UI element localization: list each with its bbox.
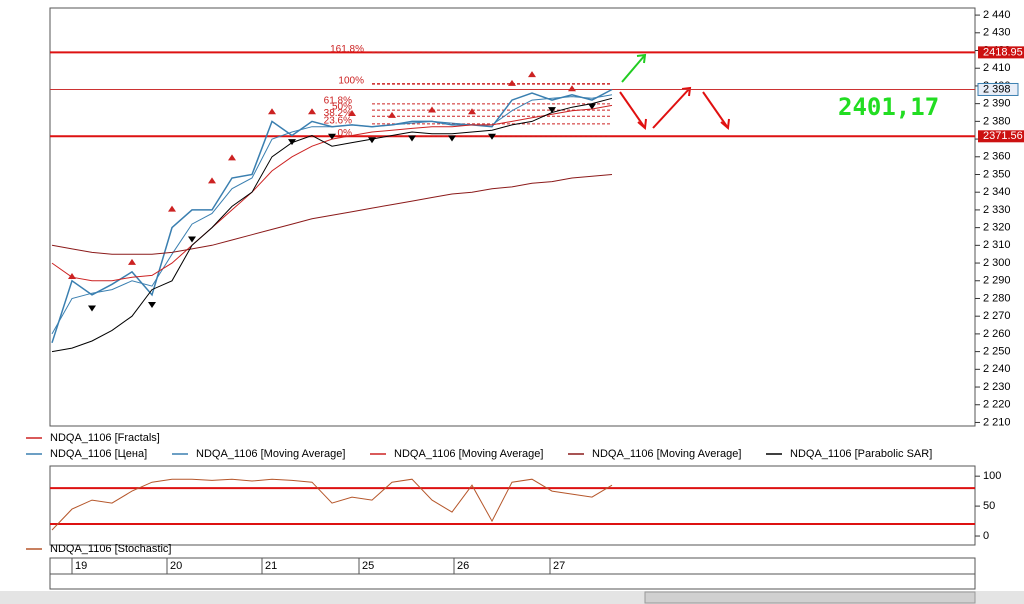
main-panel (49, 7, 976, 427)
legend-label: NDQA_1106 [Parabolic SAR] (790, 448, 932, 460)
y-tick-label: 2 350 (983, 168, 1011, 180)
fractal (588, 103, 596, 110)
y-tick-label: 2 240 (983, 363, 1011, 375)
fractal (168, 205, 176, 212)
fractal (348, 110, 356, 117)
y-tick-label: 2 390 (983, 98, 1011, 110)
level-box (978, 130, 1024, 143)
fractal (448, 135, 456, 142)
fractal (188, 236, 196, 243)
x-tick-label: 27 (553, 560, 565, 572)
fractal (508, 79, 516, 86)
series-line (51, 94, 613, 335)
y-tick-label: 2 300 (983, 257, 1011, 269)
y-tick-label: 100 (983, 470, 1001, 482)
y-tick-label: 2 380 (983, 115, 1011, 127)
fractal (428, 106, 436, 113)
x-tick-label: 19 (75, 560, 87, 572)
level-label: 2418.95 (983, 46, 1023, 58)
fib-label: 23.6% (324, 116, 352, 127)
series-line (51, 174, 613, 255)
y-tick-label: 2 290 (983, 275, 1011, 287)
fractal (88, 305, 96, 312)
series-line (51, 97, 613, 353)
fractal (208, 177, 216, 184)
forecast-arrows (619, 86, 730, 130)
y-tick-label: 2 340 (983, 186, 1011, 198)
y-tick-label: 2 260 (983, 328, 1011, 340)
fractal (548, 107, 556, 114)
annotation: 2401,17 (838, 93, 939, 121)
y-tick-label: 2 310 (983, 239, 1011, 251)
fractal (228, 154, 236, 161)
y-tick-label: 2 360 (983, 151, 1011, 163)
x-tick-label: 21 (265, 560, 277, 572)
up-arrow (621, 53, 647, 83)
legend-label: NDQA_1106 [Moving Average] (196, 448, 345, 460)
fractal (148, 302, 156, 309)
y-tick-label: 2 330 (983, 204, 1011, 216)
y-tick-label: 2 210 (983, 416, 1011, 428)
legend-label: NDQA_1106 [Цена] (50, 448, 147, 460)
y-tick-label: 2 220 (983, 399, 1011, 411)
legend-label: NDQA_1106 [Moving Average] (394, 448, 543, 460)
fractal (408, 135, 416, 142)
fib-label: 61.8% (324, 96, 352, 107)
fractal (568, 85, 576, 92)
y-tick-label: 2 230 (983, 381, 1011, 393)
series-line (51, 104, 613, 282)
price-box (977, 82, 1019, 96)
fib-label: 50% (332, 102, 352, 113)
fractal (288, 139, 296, 146)
fractal (488, 133, 496, 140)
fractal (468, 108, 476, 115)
x-tick-label: 25 (362, 560, 374, 572)
fib-label: 161.8% (330, 44, 364, 55)
fib-label: 0% (338, 128, 353, 139)
y-tick-label: 2 250 (983, 346, 1011, 358)
stoch-panel (49, 465, 976, 546)
y-tick-label: 2 270 (983, 310, 1011, 322)
level-label: 2371.56 (983, 130, 1023, 142)
legend-label: NDQA_1106 [Moving Average] (592, 448, 741, 460)
fractal (328, 133, 336, 140)
legend-label: NDQA_1106 [Fractals] (50, 432, 160, 444)
x-tick-label: 26 (457, 560, 469, 572)
x-tick-label: 20 (170, 560, 182, 572)
scroll-thumb[interactable] (644, 591, 976, 604)
fractal (388, 111, 396, 118)
y-tick-label: 2 430 (983, 27, 1011, 39)
fractal (528, 71, 536, 78)
y-tick-label: 2 440 (983, 9, 1011, 21)
y-tick-label: 2 410 (983, 62, 1011, 74)
fractal (268, 108, 276, 115)
y-tick-label: 2 280 (983, 292, 1011, 304)
fractal (128, 258, 136, 265)
legend-label: NDQA_1106 [Stochastic] (50, 543, 171, 555)
price-label: 2 398 (983, 83, 1011, 95)
y-tick-label: 0 (983, 530, 989, 542)
fractal (308, 108, 316, 115)
level-box (978, 46, 1024, 59)
fib-label: 100% (338, 76, 364, 87)
series-line (51, 478, 613, 531)
y-tick-label: 50 (983, 500, 995, 512)
fib-label: 38.2% (324, 108, 352, 119)
y-tick-label: 2 320 (983, 222, 1011, 234)
